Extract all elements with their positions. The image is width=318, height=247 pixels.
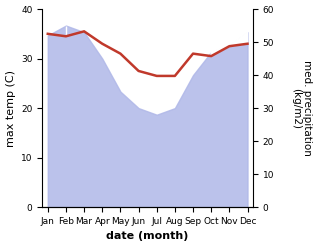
X-axis label: date (month): date (month)	[107, 231, 189, 242]
Y-axis label: med. precipitation
(kg/m2): med. precipitation (kg/m2)	[291, 60, 313, 156]
Y-axis label: max temp (C): max temp (C)	[5, 70, 16, 147]
